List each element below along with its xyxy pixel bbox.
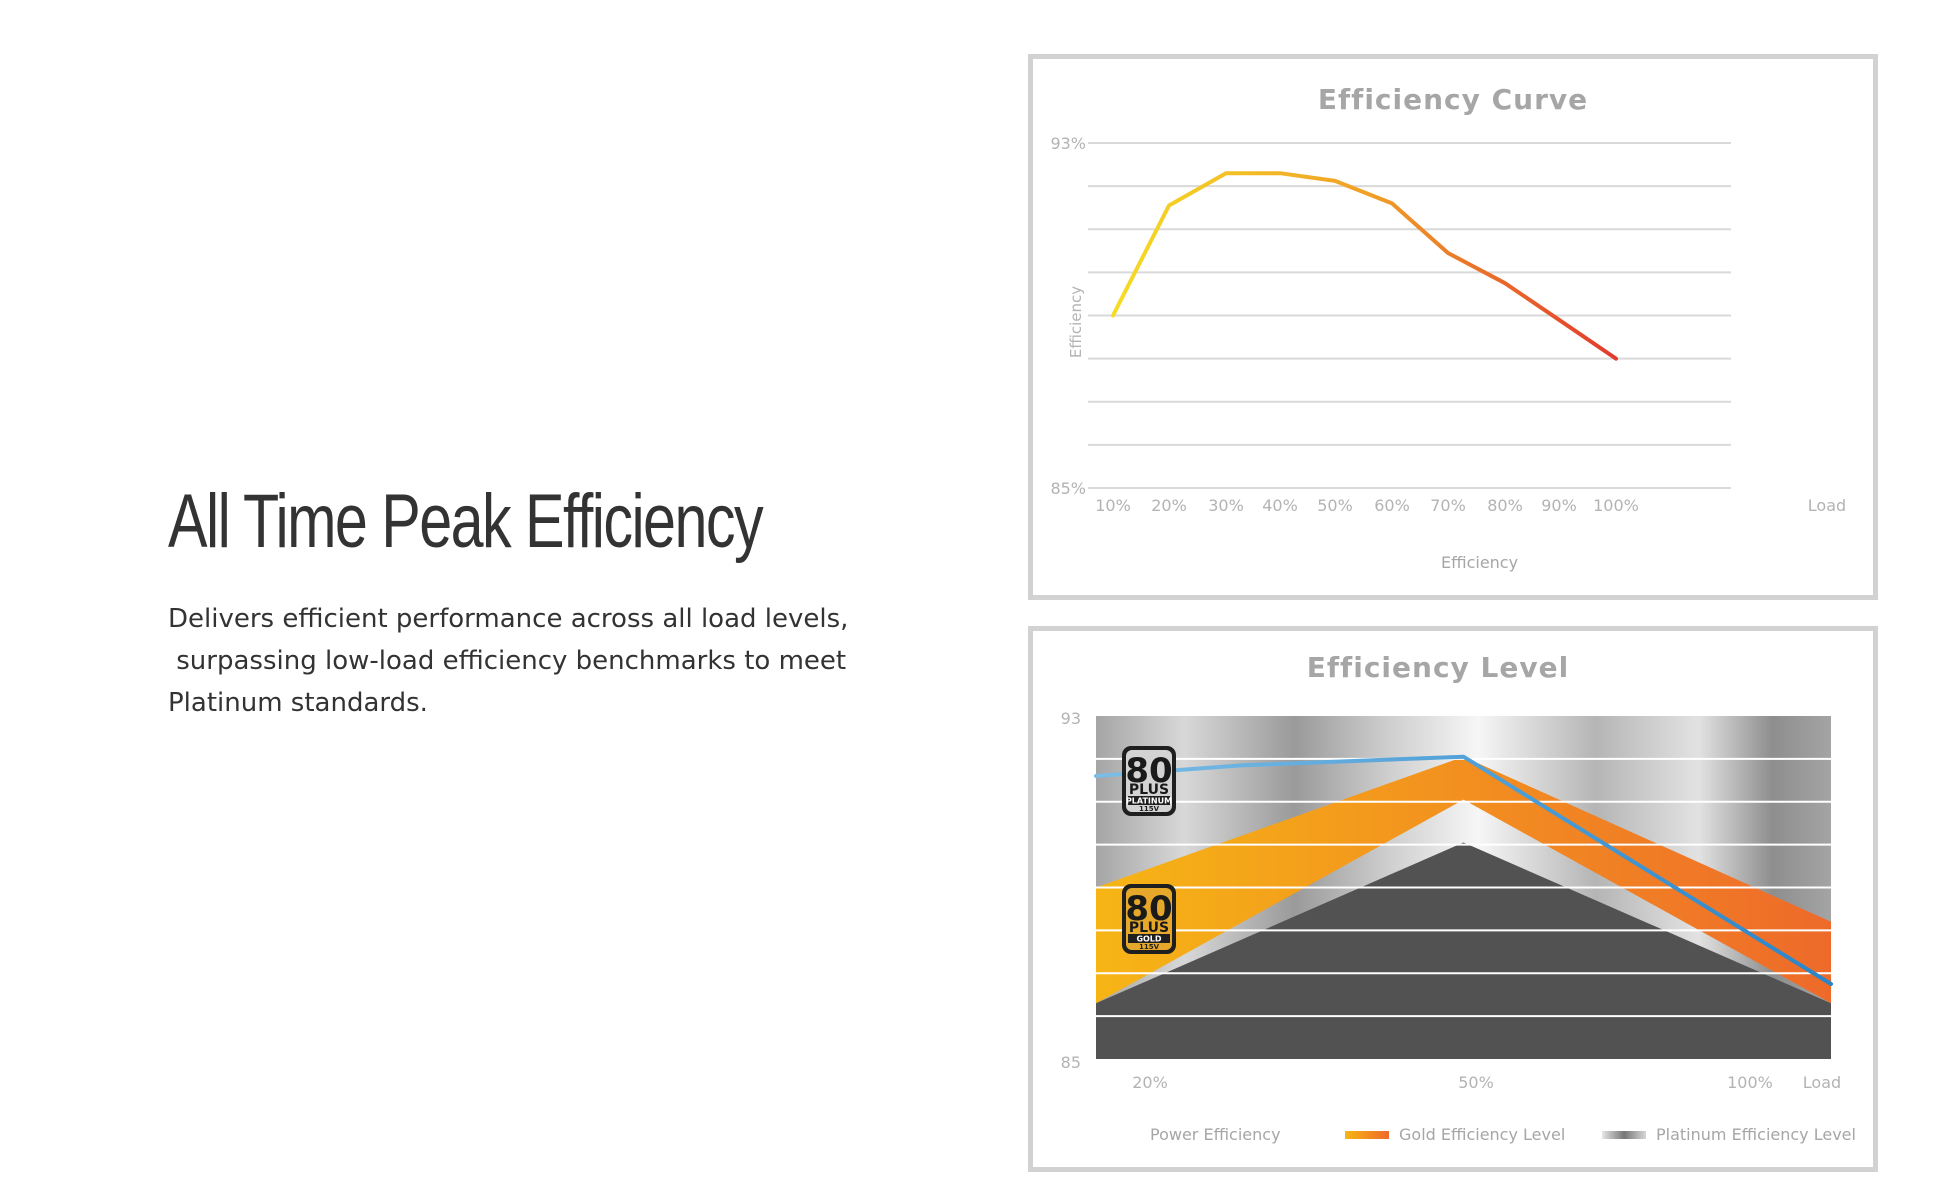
y-tick-top: 93: [1061, 709, 1081, 728]
y-tick-bottom: 85%: [1050, 479, 1086, 498]
x-tick-label: 70%: [1430, 496, 1466, 515]
x-ticks: 20% 50% 100%: [1132, 1073, 1773, 1092]
x-tick-label: 20%: [1151, 496, 1187, 515]
x-tick-label: 50%: [1458, 1073, 1494, 1092]
svg-text:115V: 115V: [1139, 805, 1160, 813]
legend-power-label: Power Efficiency: [1150, 1125, 1281, 1144]
legend-platinum-label: Platinum Efficiency Level: [1656, 1125, 1856, 1144]
efficiency-curve-chart: Efficiency Curve 93% 85% Efficiency 10% 2…: [1050, 83, 1846, 572]
description-line-3: Platinum standards.: [168, 688, 428, 718]
x-axis-label: Load: [1803, 1073, 1841, 1092]
x-tick-label: 60%: [1374, 496, 1410, 515]
legend-gold-swatch: [1345, 1131, 1389, 1139]
base-dark-area: [1096, 842, 1831, 1059]
y-axis-label: Efficiency: [1067, 286, 1085, 358]
svg-text:80: 80: [1125, 889, 1172, 929]
x-tick-label: 80%: [1487, 496, 1523, 515]
gridlines: [1096, 757, 1831, 1018]
description-line-1: Delivers efficient performance across al…: [168, 604, 849, 634]
legend-platinum-swatch: [1602, 1131, 1646, 1139]
svg-text:115V: 115V: [1139, 943, 1160, 951]
x-tick-label: 10%: [1095, 496, 1131, 515]
y-tick-bottom: 85: [1061, 1053, 1081, 1072]
x-tick-label: 90%: [1541, 496, 1577, 515]
description-line-2: surpassing low-load efficiency benchmark…: [168, 646, 847, 676]
svg-text:PLUS: PLUS: [1129, 920, 1169, 936]
80-plus-platinum-badge: 80 PLUS PLATINUM 115V: [1122, 746, 1176, 816]
efficiency-level-chart: Efficiency Level 80 PLUS PLATINUM 115V 8…: [1061, 651, 1856, 1144]
y-tick-top: 93%: [1050, 134, 1086, 153]
page-title: All Time Peak Efficiency: [168, 479, 764, 564]
efficiency-level-panel: Efficiency Level 80 PLUS PLATINUM 115V 8…: [1028, 626, 1878, 1172]
gold-efficiency-band: [1096, 756, 1831, 1004]
x-tick-label: 100%: [1593, 496, 1639, 515]
svg-text:80: 80: [1125, 751, 1172, 791]
x-ticks: 10% 20% 30% 40% 50% 60% 70% 80% 90% 100%: [1095, 496, 1639, 515]
efficiency-curve-panel: Efficiency Curve 93% 85% Efficiency 10% 2…: [1028, 54, 1878, 600]
svg-text:PLUS: PLUS: [1129, 782, 1169, 798]
svg-text:PLATINUM: PLATINUM: [1126, 797, 1172, 806]
page-description: Delivers efficient performance across al…: [168, 598, 888, 724]
legend-gold-label: Gold Efficiency Level: [1399, 1125, 1565, 1144]
x-tick-label: 40%: [1262, 496, 1298, 515]
chart-title: Efficiency Curve: [1318, 83, 1588, 116]
efficiency-series-line: [1111, 171, 1618, 361]
svg-text:GOLD: GOLD: [1136, 935, 1161, 944]
legend-efficiency-label: Efficiency: [1441, 553, 1518, 572]
gridlines: [1088, 142, 1731, 489]
x-tick-label: 100%: [1727, 1073, 1773, 1092]
x-tick-label: 20%: [1132, 1073, 1168, 1092]
chart-title: Efficiency Level: [1307, 651, 1569, 684]
x-tick-label: 50%: [1317, 496, 1353, 515]
x-axis-label: Load: [1808, 496, 1846, 515]
80-plus-gold-badge: 80 PLUS GOLD 115V: [1122, 884, 1176, 954]
x-tick-label: 30%: [1208, 496, 1244, 515]
